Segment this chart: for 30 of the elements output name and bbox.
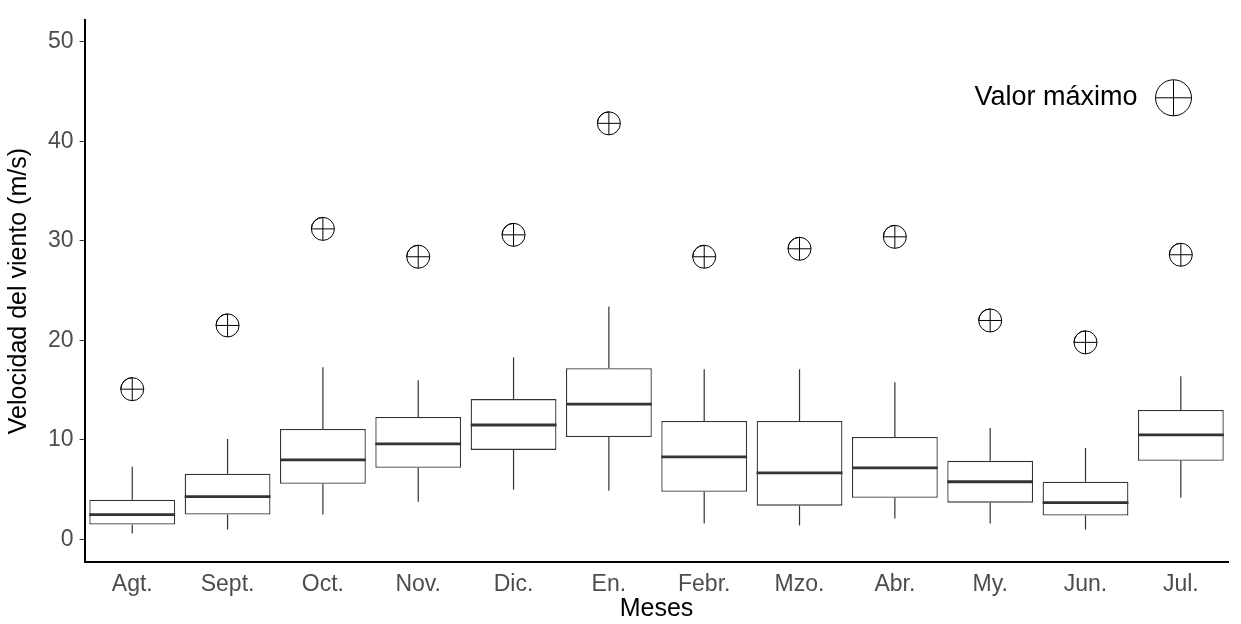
- y-axis-title: Velocidad del viento (m/s): [2, 147, 31, 435]
- point: [406, 244, 431, 269]
- y-tick-label: 20: [47, 325, 74, 352]
- point: [1073, 330, 1098, 355]
- x-tick-label: Nov.: [395, 569, 442, 596]
- point: [978, 308, 1003, 333]
- legend-label: Valor máximo: [974, 81, 1138, 112]
- y-tick-label: 40: [47, 126, 74, 153]
- y-tick-label: 10: [47, 425, 74, 452]
- y-tick-label: 30: [47, 226, 74, 253]
- point: [120, 377, 145, 402]
- x-tick-label: Jul.: [1162, 569, 1199, 596]
- x-tick-label: My.: [972, 569, 1008, 596]
- point: [596, 111, 621, 136]
- x-tick-label: Dic.: [493, 569, 534, 596]
- x-tick-label: Mzo.: [774, 569, 825, 596]
- x-tick-label: Sept.: [200, 569, 255, 596]
- x-tick-label: Oct.: [301, 569, 344, 596]
- point: [501, 222, 526, 247]
- point: [787, 236, 812, 261]
- x-tick-label: Abr.: [874, 569, 916, 596]
- x-tick-label: Jun.: [1063, 569, 1108, 596]
- point: [1168, 242, 1193, 267]
- y-tick-label: 50: [47, 27, 74, 54]
- y-tick-label: 0: [60, 524, 74, 551]
- point: [215, 313, 240, 338]
- point: [310, 216, 335, 241]
- point: [692, 244, 717, 269]
- x-tick-label: Agt.: [111, 569, 153, 596]
- point: [882, 224, 907, 249]
